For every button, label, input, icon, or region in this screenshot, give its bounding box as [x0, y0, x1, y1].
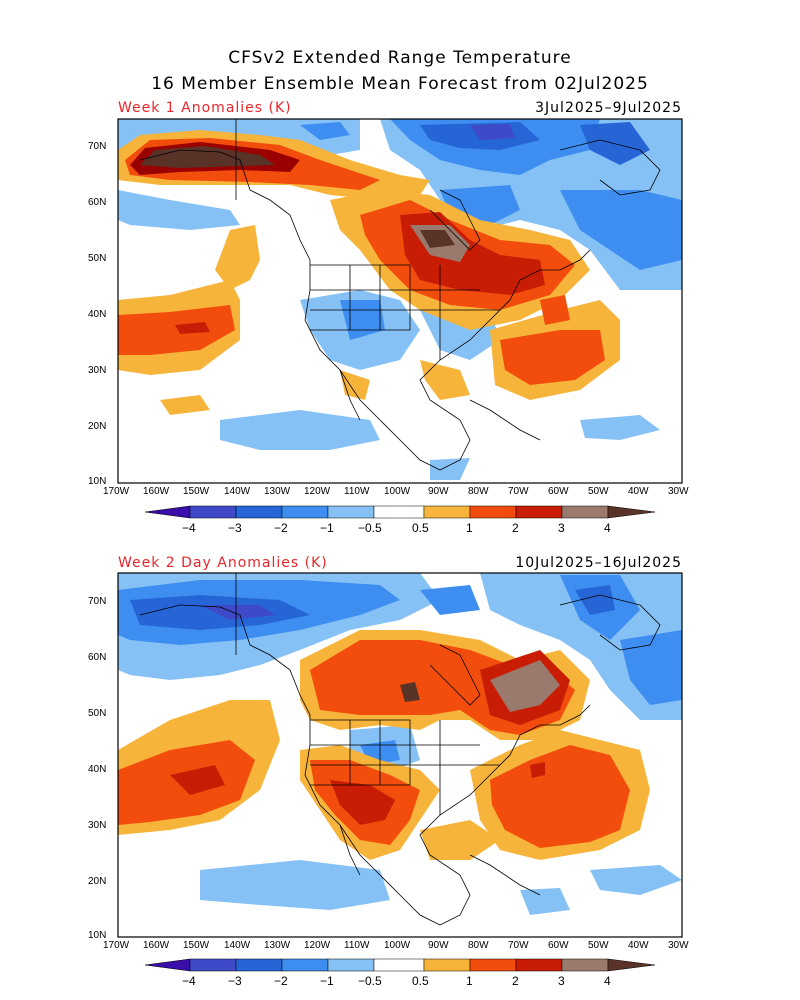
chart-title-line-1: CFSv2 Extended Range Temperature	[228, 48, 572, 68]
cb2-label: −4	[182, 974, 196, 988]
panel2-coastlines	[139, 573, 661, 926]
panel2-dates: 10Jul2025–16Jul2025	[515, 555, 682, 571]
cb2-label: 4	[604, 974, 611, 988]
p1-lon: 150W	[183, 486, 210, 497]
p2-lon: 100W	[384, 940, 411, 951]
p1-lat-60: 60N	[88, 197, 107, 208]
p1-lon: 40W	[628, 486, 649, 497]
p2-lon: 40W	[628, 940, 649, 951]
cb2-label: −2	[274, 974, 288, 988]
p2-lat-40: 40N	[88, 764, 107, 775]
cb2-label: −1	[320, 974, 334, 988]
p1-lon: 100W	[384, 486, 411, 497]
cb1-label: 0.5	[412, 521, 429, 535]
p1-lon: 140W	[224, 486, 251, 497]
p2-lat-20: 20N	[88, 876, 107, 887]
p2-lat-30: 30N	[88, 820, 107, 831]
cb1-label: −0.5	[358, 521, 382, 535]
p2-lon: 110W	[344, 940, 370, 951]
p1-lon: 90W	[428, 486, 449, 497]
p2-lon: 150W	[183, 940, 210, 951]
p1-lon: 170W	[103, 486, 130, 497]
panel2-label: Week 2 Day Anomalies (K)	[118, 555, 328, 571]
p2-lat-50: 50N	[88, 708, 107, 719]
cb1-label: −4	[182, 521, 196, 535]
cb2-label: −3	[228, 974, 242, 988]
cb1-label: −3	[228, 521, 242, 535]
p1-lat-20: 20N	[88, 421, 107, 432]
panel2-anomaly-field	[118, 573, 682, 937]
p1-lon: 50W	[588, 486, 609, 497]
p2-lon: 30W	[668, 940, 689, 951]
p1-lat-70: 70N	[88, 141, 107, 152]
p2-lon: 140W	[224, 940, 251, 951]
cb1-label: 3	[558, 521, 565, 535]
cb1-label: 4	[604, 521, 611, 535]
cb1-label: −1	[320, 521, 334, 535]
cb1-label: −2	[274, 521, 288, 535]
p2-lon: 80W	[468, 940, 489, 951]
p1-lat-30: 30N	[88, 365, 107, 376]
p2-lon: 50W	[588, 940, 609, 951]
p1-lon: 110W	[344, 486, 370, 497]
p2-lat-10: 10N	[88, 930, 107, 941]
p2-lon: 70W	[508, 940, 529, 951]
p1-lat-10: 10N	[88, 476, 107, 487]
p1-lon: 30W	[668, 486, 689, 497]
p2-lon: 90W	[428, 940, 449, 951]
p2-lon: 130W	[264, 940, 291, 951]
p2-lon: 60W	[548, 940, 569, 951]
cb1-label: 1	[466, 521, 473, 535]
panel1-label: Week 1 Anomalies (K)	[118, 100, 292, 116]
cb1-label: 2	[512, 521, 519, 535]
p1-lon: 130W	[264, 486, 291, 497]
cb2-label: 1	[466, 974, 473, 988]
p1-lon: 70W	[508, 486, 529, 497]
p2-lon: 160W	[143, 940, 170, 951]
chart-title-line-2: 16 Member Ensemble Mean Forecast from 02…	[151, 74, 649, 94]
p2-lat-70: 70N	[88, 596, 107, 607]
p2-lon: 120W	[304, 940, 331, 951]
panel1-coastlines	[139, 119, 661, 471]
cb2-label: −0.5	[358, 974, 382, 988]
colorbar-1	[144, 505, 656, 519]
p1-lon: 160W	[143, 486, 170, 497]
p1-lon: 80W	[468, 486, 489, 497]
p1-lon: 60W	[548, 486, 569, 497]
p1-lat-40: 40N	[88, 309, 107, 320]
p2-lon: 170W	[103, 940, 130, 951]
cb2-label: 3	[558, 974, 565, 988]
panel1-dates: 3Jul2025–9Jul2025	[535, 100, 682, 116]
cb2-label: 2	[512, 974, 519, 988]
p2-lat-60: 60N	[88, 652, 107, 663]
cb2-label: 0.5	[412, 974, 429, 988]
p1-lat-50: 50N	[88, 253, 107, 264]
colorbar-2	[144, 958, 656, 972]
p1-lon: 120W	[304, 486, 331, 497]
